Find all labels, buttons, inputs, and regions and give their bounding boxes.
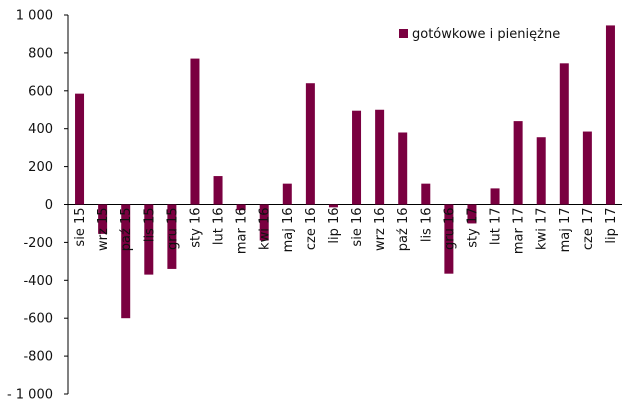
- y-tick-label: 0: [45, 198, 53, 213]
- bar: [490, 188, 500, 205]
- x-tick-label: lut 16: [212, 208, 227, 246]
- y-tick-label: -200: [23, 236, 53, 251]
- bar: [605, 25, 615, 205]
- x-tick-label: lip 16: [327, 208, 342, 244]
- y-tick-label: 200: [28, 160, 53, 175]
- y-tick-label: 1 000: [16, 9, 53, 24]
- bar: [75, 93, 85, 205]
- bar: [167, 204, 177, 269]
- x-tick-label: paź 16: [396, 208, 411, 252]
- bar: [213, 176, 223, 205]
- y-tick-label: 600: [28, 84, 53, 99]
- y-axis-ticks: 1 000 800 600 400 200 0 -200 -400 -600 -800 - 1 00…: [7, 9, 68, 403]
- bar: [305, 83, 315, 205]
- legend-swatch: [399, 29, 408, 38]
- x-tick-label: sty 17: [465, 208, 480, 248]
- x-tick-label: maj 16: [281, 208, 296, 253]
- bar: [282, 183, 292, 205]
- bar: [236, 204, 246, 211]
- bar: [190, 58, 200, 205]
- y-tick-label: -800: [23, 350, 53, 365]
- y-tick-label: 800: [28, 46, 53, 61]
- bar: [536, 137, 546, 205]
- x-tick-label: sie 16: [350, 208, 365, 247]
- legend-label: gotówkowe i pieniężne: [412, 27, 560, 42]
- bar: [352, 110, 362, 205]
- x-tick-label: lut 17: [489, 208, 504, 246]
- bar: [98, 204, 108, 234]
- x-tick-label: cze 17: [581, 208, 596, 251]
- x-tick-label: cze 16: [304, 208, 319, 251]
- legend: gotówkowe i pieniężne: [399, 27, 560, 42]
- bar: [259, 204, 269, 241]
- x-tick-label: mar 17: [512, 208, 527, 255]
- y-tick-label: -600: [23, 312, 53, 327]
- bar: [467, 204, 477, 224]
- y-tick-label: 400: [28, 122, 53, 137]
- bar: [121, 204, 131, 319]
- x-axis-labels: sie 15 wrz 15 paź 15 lis 15 gru 15 sty 16 lut …: [73, 208, 619, 255]
- bar: [513, 121, 523, 205]
- x-tick-label: wrz 16: [373, 208, 388, 251]
- bar: [144, 204, 154, 275]
- x-tick-label: gru 16: [442, 208, 457, 251]
- bar: [375, 109, 385, 205]
- x-tick-label: paź 15: [119, 208, 134, 252]
- x-tick-label: kwi 17: [535, 208, 550, 250]
- x-tick-label: lis 15: [142, 208, 157, 243]
- x-tick-label: gru 15: [165, 208, 180, 251]
- bar: [582, 131, 592, 205]
- x-tick-label: lip 17: [604, 208, 619, 244]
- x-tick-label: maj 17: [558, 208, 573, 253]
- bar: [444, 204, 454, 274]
- y-tick-label: - 1 000: [7, 388, 53, 403]
- bar: [421, 183, 431, 205]
- x-tick-label: lis 16: [419, 208, 434, 243]
- bar: [398, 132, 408, 205]
- bar: [328, 204, 338, 208]
- bar: [559, 63, 569, 205]
- x-tick-label: kwi 16: [258, 208, 273, 250]
- x-tick-label: sie 15: [73, 208, 88, 247]
- x-tick-label: sty 16: [188, 208, 203, 248]
- y-tick-label: -400: [23, 274, 53, 289]
- x-tick-label: mar 16: [235, 208, 250, 255]
- x-tick-label: wrz 15: [96, 208, 111, 251]
- bar-series: [75, 25, 615, 319]
